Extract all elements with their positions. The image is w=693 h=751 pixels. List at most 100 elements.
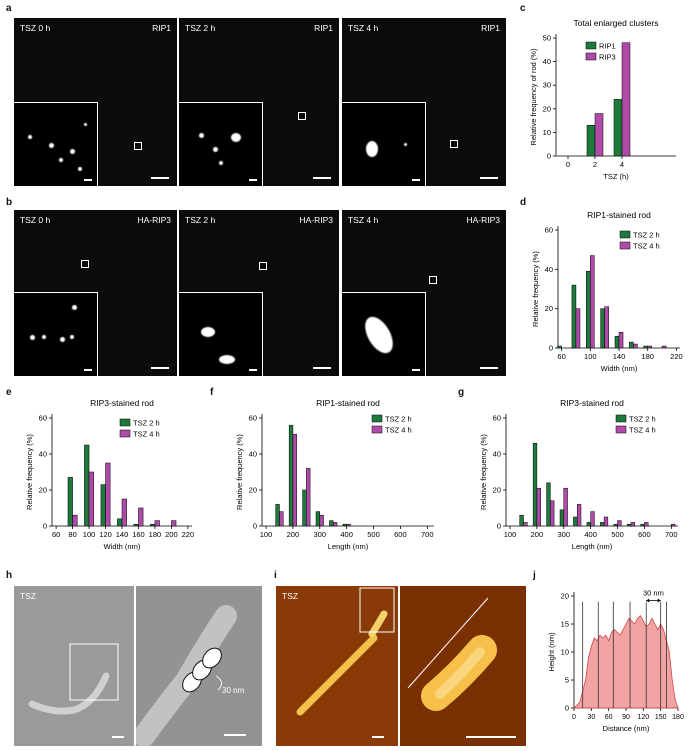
inset-region-box [429, 276, 437, 284]
inset-scale-bar [84, 179, 92, 181]
x-tick-label: 30 [587, 714, 595, 721]
bar [519, 514, 524, 527]
chart-j-height-profile: 0 5 10 15 20 Height (nm) Distance (nm) 0 30 60 90 1… [547, 588, 684, 733]
x-tick-label: 400 [340, 530, 353, 539]
panel-letter-i: i [274, 570, 277, 581]
micrograph-time-label: TSZ 0 h [20, 23, 51, 33]
x-tick-label: 100 [584, 352, 597, 361]
micrograph-b-0h: TSZ 0 h HA-RIP3 [14, 210, 177, 376]
bar [644, 522, 649, 527]
chart-f-rip1-length: RIP1-stained rod 0 20 40 60 Relative frequenc… [235, 398, 434, 551]
bar [604, 306, 609, 349]
x-tick-label: 220 [670, 352, 683, 361]
y-tick-label: 20 [545, 304, 553, 313]
bar [154, 520, 160, 527]
bar [614, 335, 620, 349]
bar [332, 522, 338, 527]
x-tick-label: 200 [287, 530, 300, 539]
scale-bar [151, 177, 169, 179]
inset-region-box [81, 260, 89, 268]
bar [121, 498, 127, 527]
bar [633, 343, 638, 349]
y-axis-label: Relative frequency (%) [25, 434, 34, 510]
legend-swatch [371, 414, 383, 423]
y-tick-label: 10 [543, 128, 551, 137]
bar [573, 516, 578, 527]
bar [329, 520, 334, 527]
legend-entry: TSZ 4 h [385, 426, 412, 435]
chart-title: RIP1-stained rod [587, 210, 651, 220]
bar [613, 523, 618, 527]
bar [523, 522, 528, 527]
y-tick-label: 60 [249, 414, 257, 423]
legend-entry: TSZ 4 h [633, 242, 660, 251]
bar [292, 433, 297, 527]
y-tick-label: 5 [565, 676, 569, 685]
bar [600, 522, 605, 527]
inset-scale-bar [84, 369, 92, 371]
inset-scale-bar [249, 179, 257, 181]
spacing-annotation: 30 nm [643, 588, 664, 597]
x-tick-label: 400 [584, 530, 597, 539]
y-tick-label: 60 [493, 414, 501, 423]
chart-g-rip3-length: RIP3-stained rod 0 20 40 60 Relative frequenc… [479, 398, 678, 551]
y-axis-label: Relative frequency (%) [531, 251, 540, 327]
y-tick-label: 0 [547, 152, 551, 161]
micrograph-b-2h: TSZ 2 h HA-RIP3 [179, 210, 339, 376]
bar [618, 332, 624, 349]
x-axis-label: Distance (nm) [603, 724, 650, 733]
bar [640, 523, 645, 527]
bar [105, 462, 111, 527]
bar [171, 520, 177, 527]
inset-zoom [342, 102, 426, 186]
micrograph-a-4h: TSZ 4 h RIP1 [342, 18, 506, 186]
bar [557, 345, 562, 349]
x-tick-label: 500 [611, 530, 624, 539]
chart-e-rip3-width: RIP3-stained rod 0 20 40 60 Relative frequenc… [25, 398, 195, 551]
x-tick-label: 140 [116, 530, 129, 539]
y-tick-label: 40 [39, 450, 47, 459]
bar [138, 507, 144, 527]
inset-scale-bar [249, 369, 257, 371]
y-tick-label: 15 [561, 620, 569, 629]
micrograph-protein-label: RIP1 [314, 23, 333, 33]
x-tick-label: 180 [672, 714, 684, 721]
micrograph-time-label: TSZ 2 h [185, 215, 216, 225]
bar [671, 523, 676, 527]
x-tick-label: 500 [367, 530, 380, 539]
x-tick-label: 200 [165, 530, 178, 539]
x-axis-label: Width (nm) [104, 542, 141, 551]
bar [575, 308, 581, 349]
bar [302, 489, 307, 527]
x-tick-label: 180 [641, 352, 654, 361]
bar [84, 444, 90, 527]
panel-letter-b: b [6, 197, 13, 208]
micrograph-a-0h: TSZ 0 h RIP1 [14, 18, 177, 186]
legend-swatch [619, 241, 631, 250]
x-tick-label: 200 [531, 530, 544, 539]
x-tick-label: 300 [314, 530, 327, 539]
bar [613, 99, 623, 157]
y-tick-label: 0 [497, 522, 501, 531]
panel-letter-f: f [210, 387, 214, 398]
panel-letter-d: d [520, 197, 527, 208]
bar [617, 520, 622, 527]
bar [576, 504, 582, 527]
em-image-zoom: 30 nm [136, 586, 262, 746]
micrograph-time-label: TSZ 4 h [348, 215, 379, 225]
x-axis-label: TSZ (h) [603, 172, 629, 181]
x-tick-label: 160 [132, 530, 145, 539]
bar [661, 345, 667, 349]
legend-swatch [615, 425, 627, 434]
legend-entry: TSZ 2 h [629, 415, 656, 424]
bar [590, 255, 595, 349]
bar [643, 345, 648, 349]
legend-swatch [119, 418, 131, 427]
y-tick-label: 60 [39, 414, 47, 423]
x-tick-label: 220 [182, 530, 195, 539]
legend-entry: TSZ 4 h [133, 430, 160, 439]
bar [275, 504, 280, 527]
bar [550, 500, 555, 527]
legend-entry: TSZ 2 h [133, 419, 160, 428]
bar [626, 523, 632, 527]
